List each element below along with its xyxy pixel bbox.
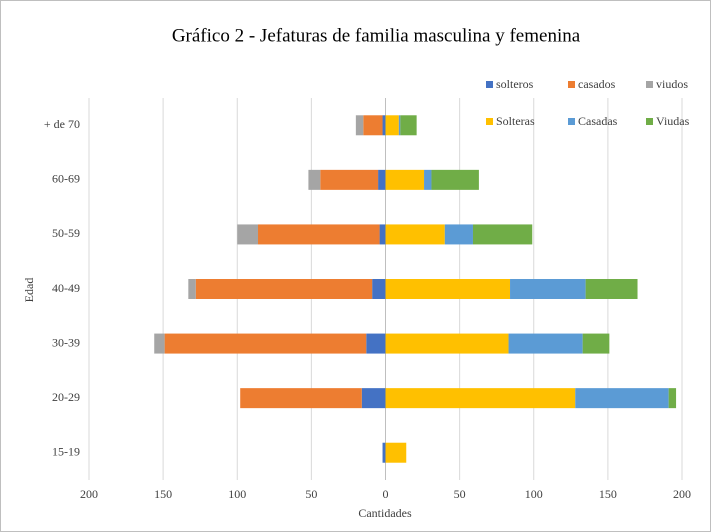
- bar-segment: [400, 115, 417, 136]
- chart-title: Gráfico 2 - Jefaturas de familia masculi…: [172, 25, 581, 46]
- bar-segment: [510, 279, 586, 299]
- bar-segment: [382, 115, 386, 136]
- bar-segment: [237, 224, 259, 245]
- x-tick-label: 50: [454, 487, 466, 501]
- x-tick-label: 200: [673, 487, 691, 501]
- legend-swatch: [486, 81, 493, 88]
- bar-segment: [385, 279, 511, 299]
- legend-swatch: [646, 118, 653, 125]
- bar-segment: [431, 169, 479, 190]
- x-tick-label: 0: [383, 487, 389, 501]
- bar-segment: [372, 279, 386, 299]
- y-tick-label: 20-29: [52, 390, 80, 404]
- y-tick-label: 15-19: [52, 444, 80, 458]
- legend-label: solteros: [496, 77, 534, 91]
- bar-segment: [154, 333, 165, 354]
- bar-segment: [582, 333, 610, 354]
- legend-swatch: [646, 81, 653, 88]
- bar-segment: [308, 169, 321, 190]
- bar-segment: [385, 115, 399, 136]
- bar-segment: [444, 224, 473, 245]
- bar-segment: [382, 442, 386, 463]
- bar-segment: [668, 388, 677, 409]
- legend-label: Viudas: [656, 114, 690, 128]
- bar-segment: [240, 388, 362, 409]
- bar-segment: [361, 388, 386, 409]
- y-tick-label: 30-39: [52, 335, 80, 349]
- bar-segment: [385, 388, 576, 409]
- bar-segment: [378, 169, 386, 190]
- x-tick-label: 100: [228, 487, 246, 501]
- x-tick-label: 150: [154, 487, 172, 501]
- bar-segment: [398, 115, 401, 136]
- bar-segment: [366, 333, 386, 354]
- y-axis-label: Edad: [22, 278, 36, 303]
- bar-segment: [385, 169, 425, 190]
- y-tick-label: 40-49: [52, 281, 80, 295]
- x-tick-label: 200: [80, 487, 98, 501]
- y-tick-label: 50-59: [52, 226, 80, 240]
- y-tick-label: 60-69: [52, 172, 80, 186]
- legend-swatch: [568, 81, 575, 88]
- legend-swatch: [486, 118, 493, 125]
- bar-segment: [424, 169, 432, 190]
- legend-label: viudos: [656, 77, 688, 91]
- bar-segment: [585, 279, 638, 299]
- bar-segment: [508, 333, 583, 354]
- bar-segment: [472, 224, 533, 245]
- bar-segment: [195, 279, 373, 299]
- bar-segment: [164, 333, 367, 354]
- legend-swatch: [568, 118, 575, 125]
- bar-segment: [258, 224, 380, 245]
- bar-segment: [320, 169, 379, 190]
- bar-segment: [363, 115, 383, 136]
- bar-segment: [385, 333, 509, 354]
- y-tick-label: + de 70: [44, 117, 80, 131]
- legend-label: Casadas: [578, 114, 618, 128]
- legend-label: casados: [578, 77, 616, 91]
- bar-segment: [575, 388, 669, 409]
- x-axis-label: Cantidades: [358, 506, 412, 520]
- bar-segment: [355, 115, 364, 136]
- bar-segment: [385, 442, 407, 463]
- bar-segment: [379, 224, 386, 245]
- x-tick-label: 50: [305, 487, 317, 501]
- x-tick-label: 150: [599, 487, 617, 501]
- bar-segment: [385, 224, 445, 245]
- bar-segment: [188, 279, 196, 299]
- legend-label: Solteras: [496, 114, 535, 128]
- x-tick-label: 100: [525, 487, 543, 501]
